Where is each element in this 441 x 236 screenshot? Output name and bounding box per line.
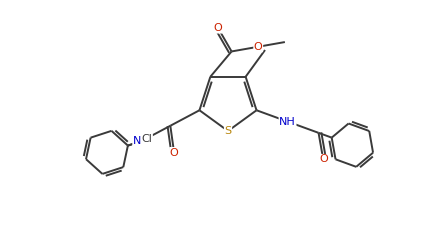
Text: S: S bbox=[224, 126, 232, 136]
Text: O: O bbox=[319, 155, 328, 164]
Text: NH: NH bbox=[133, 136, 149, 146]
Text: O: O bbox=[214, 23, 222, 33]
Text: O: O bbox=[170, 148, 179, 158]
Text: NH: NH bbox=[279, 117, 296, 126]
Text: O: O bbox=[254, 42, 262, 52]
Text: Cl: Cl bbox=[142, 134, 152, 144]
